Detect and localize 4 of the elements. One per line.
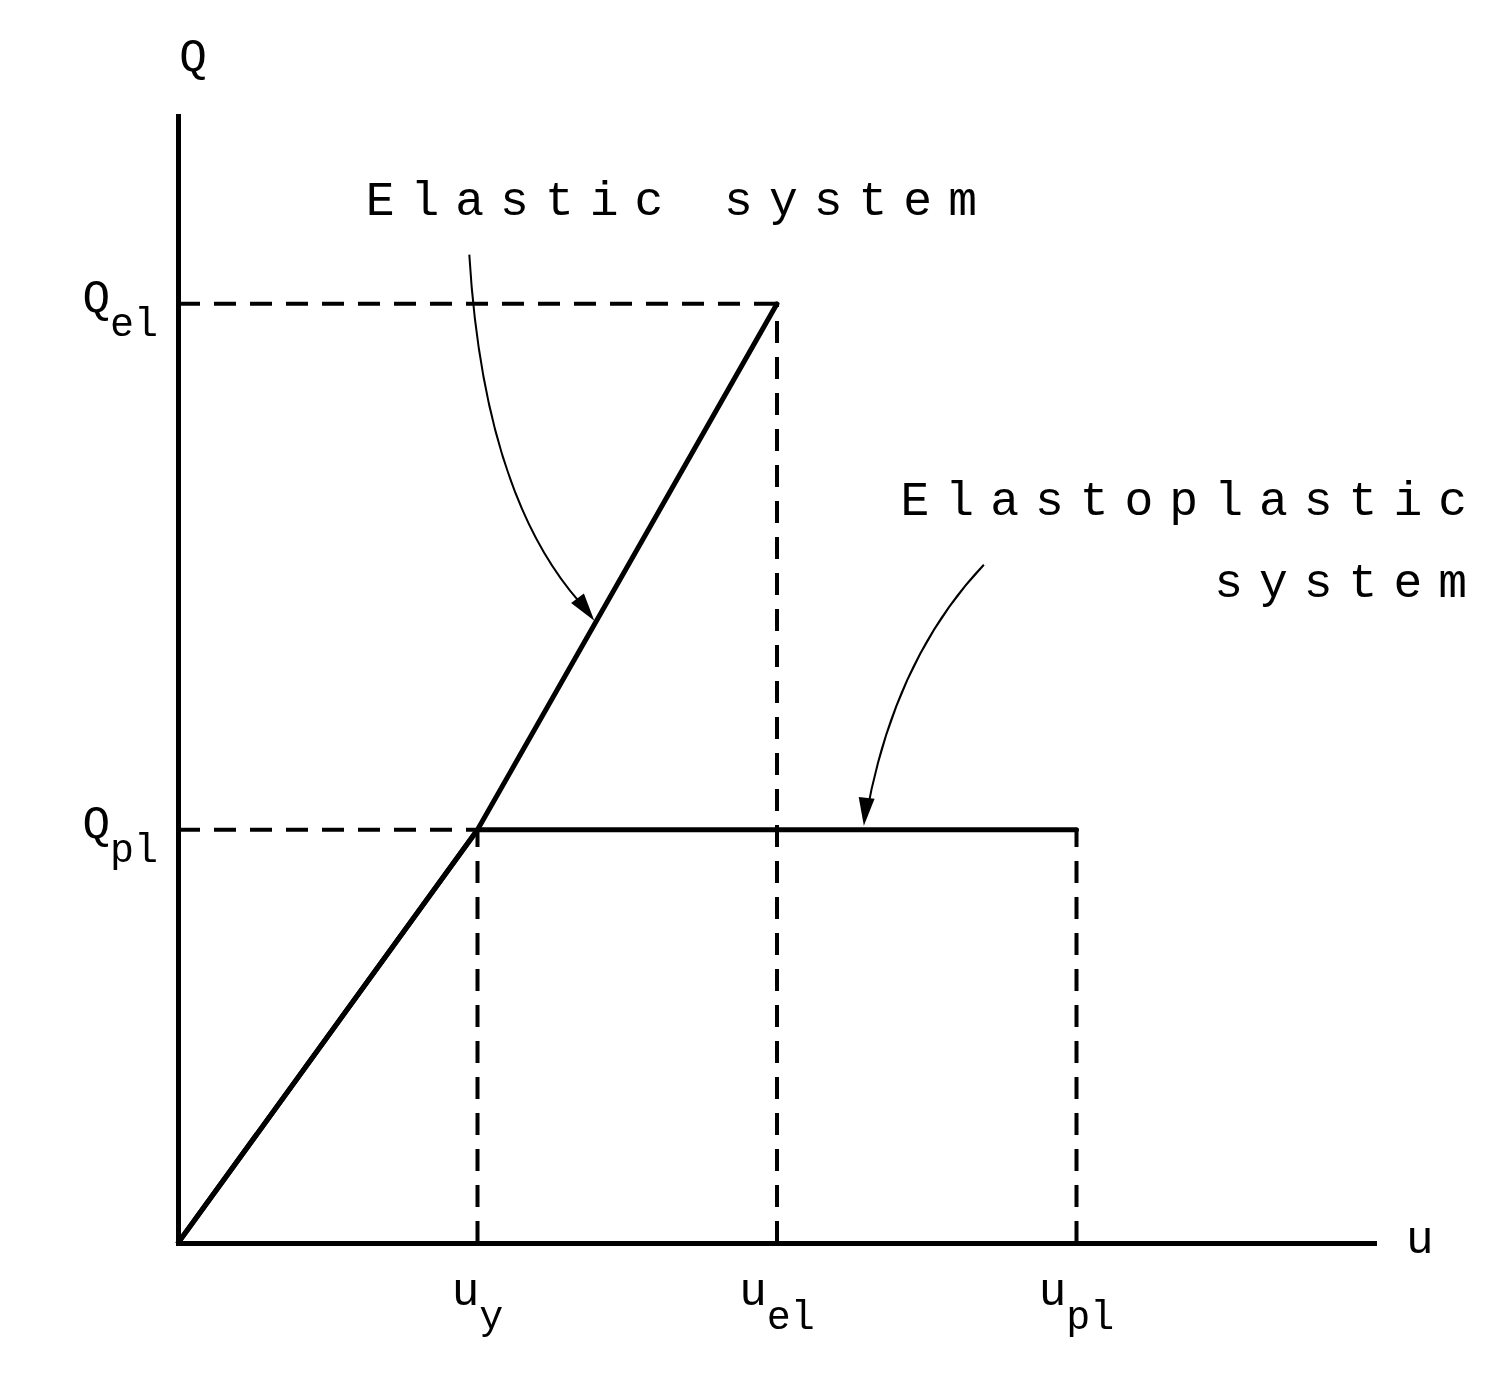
y-axis-title: Q — [179, 33, 207, 85]
annotation: Elastoplastic system — [900, 474, 1483, 611]
text: Elastic system — [365, 174, 993, 229]
x-axis-title: u — [1406, 1215, 1434, 1267]
